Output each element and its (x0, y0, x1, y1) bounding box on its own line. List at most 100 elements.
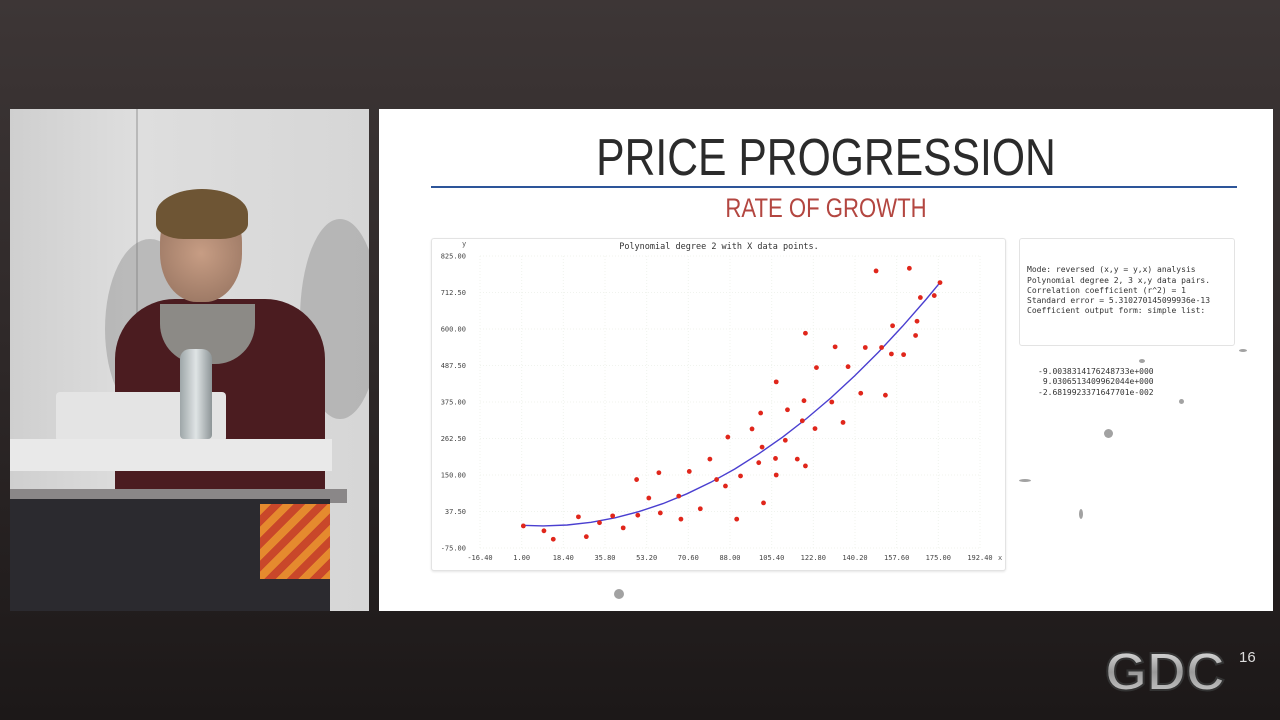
data-point (873, 268, 879, 274)
data-point (801, 398, 807, 404)
data-point (814, 365, 819, 371)
data-point (635, 512, 641, 518)
x-tick-label: 1.00 (513, 554, 530, 562)
data-point (646, 495, 652, 501)
data-point (541, 528, 547, 534)
slide-title: PRICE PROGRESSION (596, 129, 1056, 187)
data-point (657, 510, 663, 516)
y-tick-label: 375.00 (441, 399, 466, 407)
data-point (749, 426, 755, 432)
data-point (759, 444, 765, 450)
data-point (883, 392, 888, 398)
info-line: Coefficient output form: simple list: (1027, 306, 1206, 316)
slide-subtitle: RATE OF GROWTH (725, 193, 927, 223)
data-point (906, 265, 912, 271)
data-point (686, 469, 692, 474)
data-point (803, 463, 808, 469)
y-tick-label: 37.50 (445, 508, 466, 516)
data-point (758, 410, 764, 416)
coefficient-value: 9.0306513409962044e+000 (1038, 377, 1154, 387)
data-point (937, 280, 943, 286)
presentation-slide: PRICE PROGRESSION RATE OF GROWTH -16.40 1… (379, 109, 1273, 611)
y-tick-label: 150.00 (441, 472, 466, 480)
data-point (610, 513, 616, 519)
fit-curve (521, 282, 941, 527)
data-point (707, 456, 713, 462)
data-point (550, 536, 556, 542)
coefficient-value: -9.0038314176248733e+000 (1038, 367, 1154, 377)
data-point (931, 293, 937, 298)
x-tick-label: 175.00 (926, 554, 951, 562)
data-point (785, 407, 790, 413)
data-point (583, 534, 589, 540)
gdc-logo-year: 16 (1239, 649, 1256, 666)
x-tick-label: -16.40 (467, 554, 492, 562)
y-tick-label: -75.00 (441, 545, 466, 553)
y-tick-label: 487.50 (441, 362, 466, 370)
data-point (676, 493, 682, 499)
data-point (678, 516, 684, 522)
data-point (890, 323, 895, 329)
regression-chart: -16.40 1.00 18.40 35.80 53.20 70.60 88.00 105.4… (431, 238, 1006, 571)
x-tick-label: 192.40 (967, 554, 992, 562)
info-line: Polynomial degree 2, 3 x,y data pairs. (1027, 275, 1211, 285)
x-tick-label: 35.80 (594, 554, 615, 562)
y-tick-label: 825.00 (441, 253, 466, 261)
gdc-logo-text: GDC (1105, 642, 1225, 702)
data-point (794, 456, 800, 462)
data-point (620, 525, 626, 531)
info-line: Mode: reversed (x,y = y,x) analysis (1027, 265, 1196, 275)
data-point (840, 420, 846, 425)
y-tick-label: 712.50 (441, 289, 466, 297)
x-tick-label: 88.00 (719, 554, 740, 562)
data-point (773, 472, 779, 478)
data-point (634, 477, 640, 482)
x-tick-label: 157.60 (884, 554, 909, 562)
data-point (734, 516, 740, 522)
y-tick-label: 600.00 (441, 326, 466, 334)
regression-info-panel: Mode: reversed (x,y = y,x) analysis Polyn… (1019, 238, 1235, 397)
info-line: Standard error = 5.310270145099936e-13 (1027, 296, 1211, 306)
x-tick-label: 18.40 (553, 554, 574, 562)
data-point (799, 418, 805, 424)
data-point (879, 345, 884, 350)
info-line: Correlation coefficient (r^2) = 1 (1027, 285, 1186, 295)
data-point (914, 318, 920, 324)
x-tick-label: 105.40 (759, 554, 784, 562)
speaker-camera-feed (10, 109, 369, 611)
coefficient-value: -2.6819923371647701e-002 (1038, 387, 1154, 397)
data-point (812, 426, 818, 432)
data-point (761, 500, 766, 506)
data-point (803, 330, 808, 336)
data-point (862, 345, 868, 350)
y-tick-label: 262.50 (441, 435, 466, 443)
data-point (829, 399, 835, 405)
title-divider (431, 186, 1237, 188)
x-tick-label: 140.20 (842, 554, 867, 562)
gdc-logo: GDC 16 (1104, 641, 1256, 703)
x-tick-label: 122.80 (801, 554, 826, 562)
chart-title: Polynomial degree 2 with X data points. (619, 242, 819, 252)
data-point (888, 351, 894, 357)
y-axis-label: y (462, 240, 466, 248)
data-point (520, 523, 526, 529)
data-point (917, 295, 923, 300)
x-axis-label: x (998, 554, 1002, 562)
x-tick-label: 53.20 (636, 554, 657, 562)
data-point (725, 434, 731, 440)
chart-svg: -16.40 1.00 18.40 35.80 53.20 70.60 88.00 105.4… (441, 240, 1003, 562)
data-point (858, 390, 864, 396)
data-point (738, 473, 743, 479)
data-point (756, 460, 762, 466)
data-point (714, 477, 719, 482)
data-point (832, 344, 838, 350)
data-point (773, 456, 778, 461)
x-tick-label: 70.60 (678, 554, 699, 562)
data-point (845, 364, 851, 370)
data-point (723, 483, 728, 489)
data-point (913, 333, 918, 338)
data-point (773, 379, 779, 385)
data-point (901, 352, 907, 358)
data-point (597, 520, 602, 526)
data-point (656, 470, 662, 476)
